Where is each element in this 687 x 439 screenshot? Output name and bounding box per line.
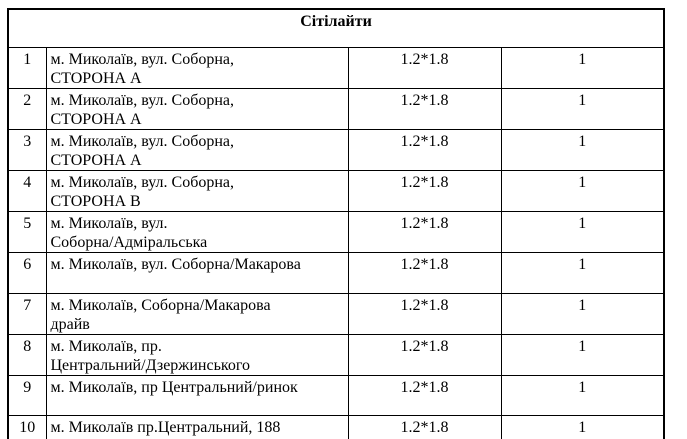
size-cell: 1.2*1.8 bbox=[347, 169, 502, 212]
table-row: 8 м. Миколаїв, пр. Центральний/Дзержинсь… bbox=[7, 333, 665, 376]
size-cell: 1.2*1.8 bbox=[347, 374, 502, 416]
address-cell: м. Миколаїв, вул. Соборна, СТОРОНА А bbox=[45, 128, 349, 171]
row-number-cell: 6 bbox=[7, 251, 47, 294]
row-number-cell: 10 bbox=[7, 414, 47, 439]
table-row: 10 м. Миколаїв пр.Центральний, 188 1.2*1… bbox=[7, 414, 665, 439]
size-cell: 1.2*1.8 bbox=[347, 333, 502, 376]
address-cell: м. Миколаїв, вул. Соборна/Адміральська bbox=[45, 210, 349, 253]
row-number-cell: 2 bbox=[7, 87, 47, 130]
size-cell: 1.2*1.8 bbox=[347, 128, 502, 171]
address-cell: м. Миколаїв, вул. Соборна, СТОРОНА В bbox=[45, 169, 349, 212]
title-row: Сітілайти bbox=[7, 8, 665, 48]
size-cell: 1.2*1.8 bbox=[347, 292, 502, 335]
quantity-cell: 1 bbox=[500, 87, 665, 130]
address-cell: м. Миколаїв, пр Центральний/ринок bbox=[45, 374, 349, 416]
address-cell: м. Миколаїв, вул. Соборна, СТОРОНА А bbox=[45, 87, 349, 130]
citylights-table: Сітілайти 1 м. Миколаїв, вул. Соборна, С… bbox=[7, 8, 666, 439]
table-row: 4 м. Миколаїв, вул. Соборна, СТОРОНА В 1… bbox=[7, 169, 665, 212]
quantity-cell: 1 bbox=[500, 46, 665, 89]
quantity-cell: 1 bbox=[500, 169, 665, 212]
quantity-cell: 1 bbox=[500, 251, 665, 294]
quantity-cell: 1 bbox=[500, 414, 665, 439]
table-row: 7 м. Миколаїв, Соборна/Макарова драйв 1.… bbox=[7, 292, 665, 335]
address-cell: м. Миколаїв, вул. Соборна, СТОРОНА А bbox=[45, 46, 349, 89]
row-number-cell: 3 bbox=[7, 128, 47, 171]
address-cell: м. Миколаїв, вул. Соборна/Макарова bbox=[45, 251, 349, 294]
table-title: Сітілайти bbox=[7, 8, 665, 48]
size-cell: 1.2*1.8 bbox=[347, 87, 502, 130]
quantity-cell: 1 bbox=[500, 333, 665, 376]
quantity-cell: 1 bbox=[500, 210, 665, 253]
size-cell: 1.2*1.8 bbox=[347, 414, 502, 439]
table-row: 6 м. Миколаїв, вул. Соборна/Макарова 1.2… bbox=[7, 251, 665, 294]
address-cell: м. Миколаїв, Соборна/Макарова драйв bbox=[45, 292, 349, 335]
table-row: 2 м. Миколаїв, вул. Соборна, СТОРОНА А 1… bbox=[7, 87, 665, 130]
table-row: 1 м. Миколаїв, вул. Соборна, СТОРОНА А 1… bbox=[7, 46, 665, 89]
address-cell: м. Миколаїв пр.Центральний, 188 bbox=[45, 414, 349, 439]
row-number-cell: 5 bbox=[7, 210, 47, 253]
quantity-cell: 1 bbox=[500, 374, 665, 416]
address-cell: м. Миколаїв, пр. Центральний/Дзержинсько… bbox=[45, 333, 349, 376]
row-number-cell: 8 bbox=[7, 333, 47, 376]
row-number-cell: 4 bbox=[7, 169, 47, 212]
size-cell: 1.2*1.8 bbox=[347, 46, 502, 89]
row-number-cell: 7 bbox=[7, 292, 47, 335]
row-number-cell: 1 bbox=[7, 46, 47, 89]
quantity-cell: 1 bbox=[500, 292, 665, 335]
table-row: 5 м. Миколаїв, вул. Соборна/Адміральська… bbox=[7, 210, 665, 253]
row-number-cell: 9 bbox=[7, 374, 47, 416]
size-cell: 1.2*1.8 bbox=[347, 251, 502, 294]
table-row: 3 м. Миколаїв, вул. Соборна, СТОРОНА А 1… bbox=[7, 128, 665, 171]
table-row: 9 м. Миколаїв, пр Центральний/ринок 1.2*… bbox=[7, 374, 665, 416]
quantity-cell: 1 bbox=[500, 128, 665, 171]
size-cell: 1.2*1.8 bbox=[347, 210, 502, 253]
